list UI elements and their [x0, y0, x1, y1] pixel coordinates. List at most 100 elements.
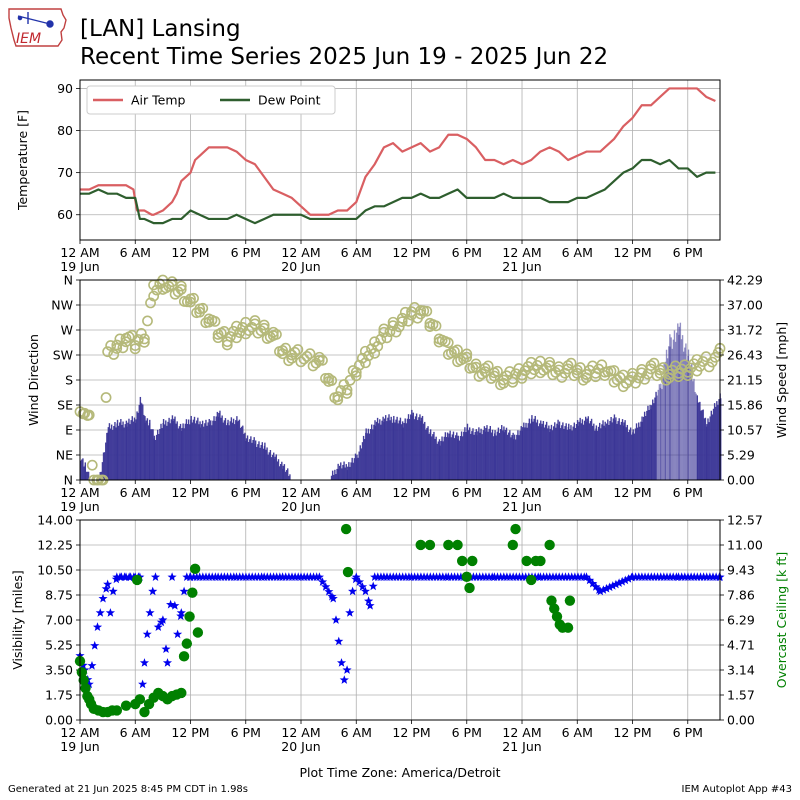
wind-speed-bar	[229, 421, 231, 480]
wind-speed-bar	[337, 469, 340, 480]
visibility-point	[167, 572, 177, 581]
wind-speed-bar	[108, 423, 111, 480]
wind-speed-bar	[87, 471, 90, 480]
wind-speed-bar	[632, 429, 634, 480]
wind-y-tick-label: NW	[51, 298, 73, 313]
wind-speed-bar	[168, 417, 170, 480]
visibility-y-tick-label: 0.00	[45, 713, 73, 728]
wind-speed-bar	[390, 416, 392, 480]
wind-speed-bar	[636, 427, 639, 480]
visibility-point	[345, 608, 355, 617]
wind-direction-point	[313, 355, 325, 366]
wind-speed-bar	[251, 442, 253, 480]
wind-x-tick-label: 6 AM	[562, 485, 593, 500]
wind-speed-bar	[499, 429, 502, 480]
wind-speed-bar	[534, 415, 536, 480]
visibility-point	[314, 572, 324, 581]
visibility-point	[148, 586, 158, 596]
visibility-y-tick-label: 14.00	[37, 513, 73, 528]
wind-direction-point	[332, 391, 344, 403]
visibility-point	[90, 640, 100, 650]
wind-direction-point	[350, 366, 362, 378]
wind-speed-bar	[487, 431, 489, 480]
wind-direction-point	[372, 340, 384, 352]
wind-speed-bar	[554, 422, 556, 480]
wind-direction-point	[627, 371, 638, 383]
wind-speed-bar	[369, 429, 372, 480]
wind-direction-point	[83, 409, 95, 421]
wind-y2-tick-label: 26.43	[727, 348, 763, 363]
wind-speed-bar	[440, 441, 442, 480]
wind-speed-bar	[175, 423, 177, 480]
temperature-y-label: Temperature [F]	[15, 110, 30, 211]
wind-speed-bar	[588, 423, 591, 480]
wind-speed-bar	[691, 362, 693, 480]
visibility-x-tick-label: 12 PM	[171, 725, 209, 740]
wind-direction-point	[129, 340, 141, 351]
wind-speed-bar	[271, 454, 274, 480]
wind-speed-bar	[373, 424, 375, 480]
wind-speed-bar	[170, 419, 173, 480]
wind-y2-tick-label: 15.86	[727, 398, 763, 413]
wind-direction-point	[100, 392, 112, 403]
wind-speed-bar	[244, 432, 246, 480]
wind-speed-bar	[388, 414, 390, 480]
wind-speed-bar	[212, 420, 214, 480]
wind-speed-bar	[131, 416, 133, 480]
wind-speed-bar	[169, 423, 171, 480]
wind-speed-bar	[86, 471, 89, 480]
temperature-y-tick-label: 90	[57, 81, 73, 96]
wind-speed-bar	[563, 428, 565, 480]
wind-speed-bar	[489, 425, 492, 480]
wind-direction-point	[292, 344, 304, 355]
wind-speed-bar	[187, 419, 190, 480]
wind-direction-point	[129, 343, 141, 355]
visibility-x-tick-label: 6 PM	[231, 725, 261, 740]
wind-speed-bar	[288, 476, 290, 480]
wind-speed-bar	[635, 423, 638, 480]
visibility-point	[166, 599, 176, 609]
visibility-y2-tick-label: 11.00	[727, 538, 763, 553]
wind-speed-bar	[289, 474, 291, 480]
wind-speed-bar	[218, 412, 220, 480]
wind-speed-bar	[139, 402, 142, 480]
wind-direction-point	[301, 350, 313, 362]
wind-speed-bar	[562, 422, 564, 480]
wind-speed-bar	[491, 429, 494, 480]
wind-speed-bar	[700, 410, 702, 480]
wind-speed-bar	[467, 430, 470, 480]
wind-speed-bar	[624, 420, 626, 480]
wind-speed-bar	[240, 426, 243, 480]
wind-speed-bar	[600, 428, 602, 480]
wind-speed-bar	[122, 421, 124, 480]
wind-speed-bar	[155, 434, 158, 480]
wind-speed-bar	[223, 420, 226, 480]
wind-direction-point	[651, 370, 663, 382]
wind-speed-bar	[428, 433, 430, 480]
wind-speed-bar	[611, 422, 613, 480]
app-label: IEM Autoplot App #43	[681, 784, 792, 795]
wind-speed-bar	[283, 464, 286, 480]
temperature-frame	[79, 79, 721, 241]
wind-speed-bar	[529, 423, 532, 480]
wind-direction-point	[255, 325, 267, 337]
wind-speed-bar	[152, 429, 154, 480]
wind-speed-bar	[214, 420, 216, 480]
wind-speed-bar	[495, 435, 497, 480]
wind-direction-point	[608, 365, 620, 376]
wind-speed-bar	[501, 425, 503, 480]
wind-y-tick-label: S	[65, 373, 73, 388]
ceiling-point	[184, 611, 195, 622]
wind-speed-bar	[351, 457, 353, 480]
wind-direction-point	[479, 362, 491, 374]
wind-speed-bar	[608, 424, 610, 480]
wind-speed-bar	[512, 439, 515, 480]
wind-direction-point	[298, 353, 310, 365]
wind-speed-bar	[357, 457, 359, 480]
wind-speed-bar	[336, 468, 338, 480]
wind-direction-point	[409, 302, 420, 313]
ceiling-point	[510, 523, 521, 535]
wind-direction-point	[138, 336, 150, 348]
wind-direction-point	[568, 370, 580, 382]
wind-speed-bar	[142, 404, 144, 480]
